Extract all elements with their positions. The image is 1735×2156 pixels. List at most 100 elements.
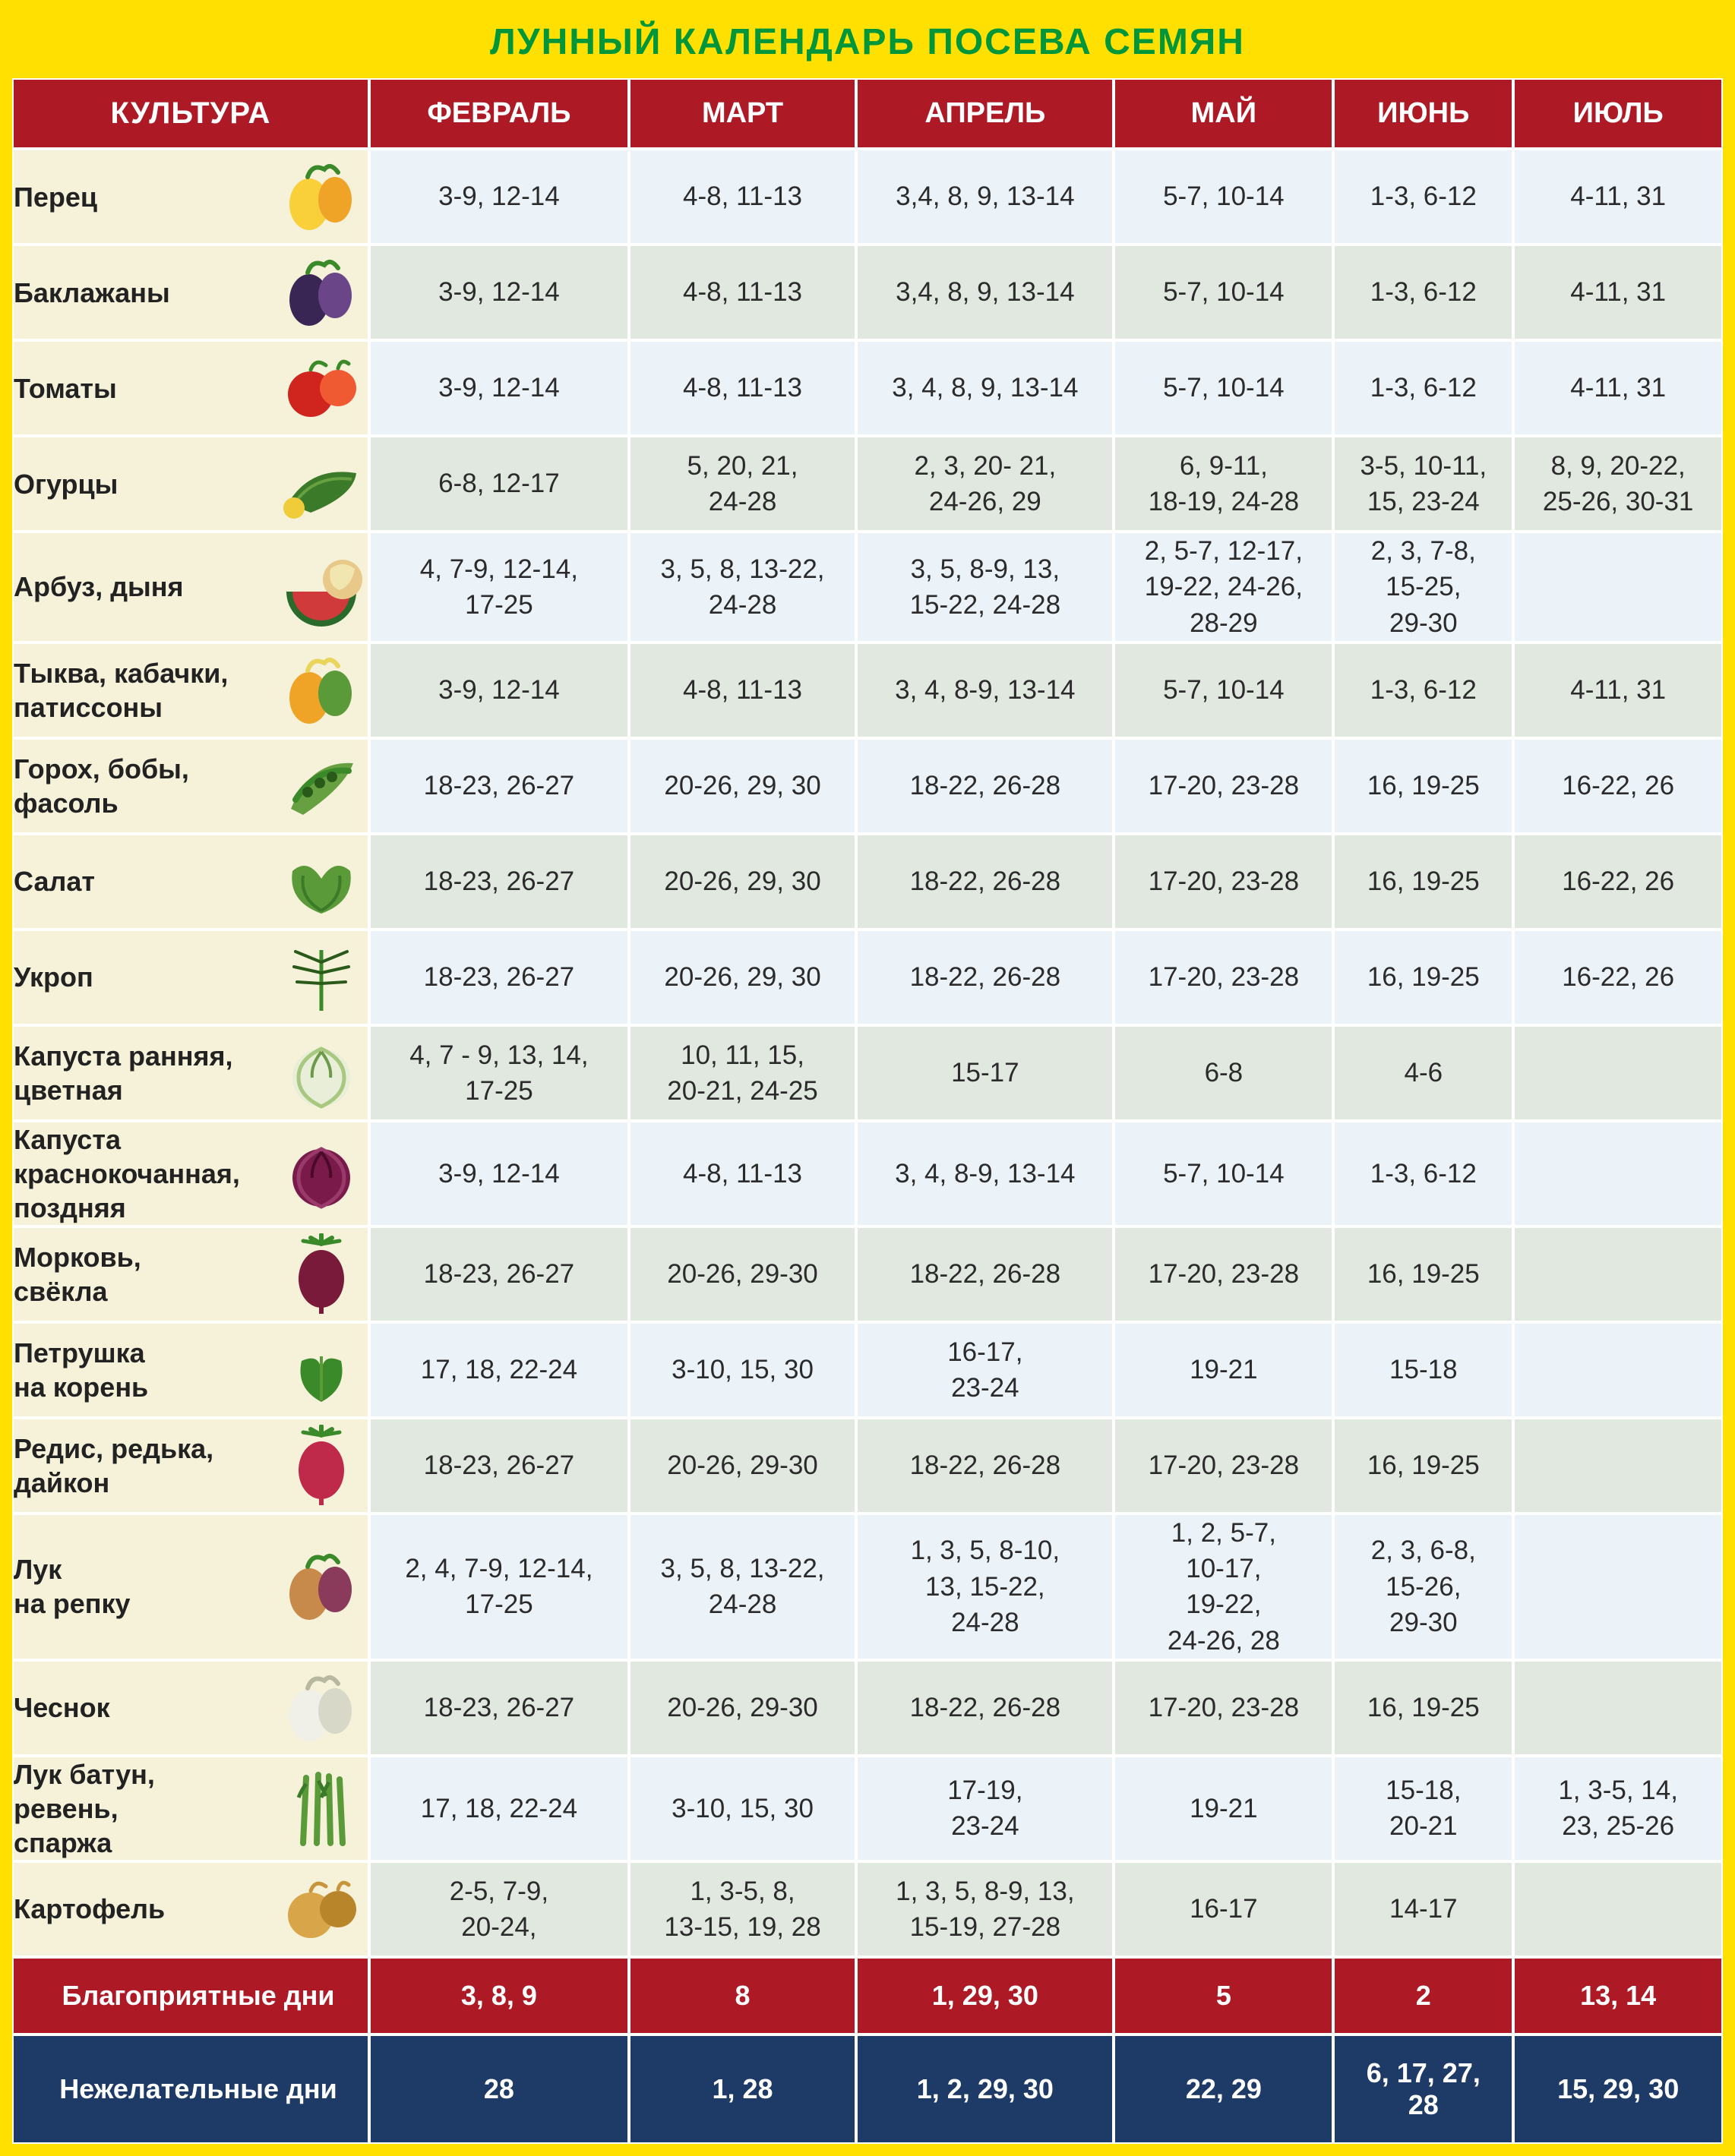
asparagus-icon — [280, 1766, 363, 1850]
date-cell: 20-26, 29-30 — [629, 1226, 856, 1322]
date-cell: 4, 7 - 9, 13, 14, 17-25 — [369, 1025, 629, 1121]
culture-label: Капуста краснокочанная, поздняя — [14, 1122, 240, 1225]
culture-name-cell: Капуста ранняя, цветная — [12, 1025, 369, 1121]
date-cell: 2, 4, 7-9, 12-14, 17-25 — [369, 1514, 629, 1660]
culture-label: Редис, редька, дайкон — [14, 1432, 257, 1500]
table-row: Морковь, свёкла 18-23, 26-2720-26, 29-30… — [12, 1226, 1723, 1322]
table-row: Арбуз, дыня 4, 7-9, 12-14, 17-253, 5, 8,… — [12, 532, 1723, 642]
date-cell: 3, 4, 8-9, 13-14 — [856, 642, 1114, 738]
onion-icon — [280, 1545, 363, 1628]
date-cell: 16-17, 23-24 — [856, 1322, 1114, 1418]
culture-label: Томаты — [14, 371, 117, 406]
date-cell: 3-5, 10-11, 15, 23-24 — [1333, 436, 1513, 532]
pepper-icon — [280, 155, 363, 238]
date-cell: 8, 9, 20-22, 25-26, 30-31 — [1513, 436, 1723, 532]
date-cell: 4-8, 11-13 — [629, 1121, 856, 1226]
parsley-icon — [280, 1328, 363, 1412]
date-cell — [1513, 1025, 1723, 1121]
unfavorable-value: 22, 29 — [1114, 2034, 1333, 2144]
date-cell — [1513, 1861, 1723, 1957]
date-cell: 18-22, 26-28 — [856, 930, 1114, 1025]
date-cell: 3-9, 12-14 — [369, 642, 629, 738]
date-cell: 18-23, 26-27 — [369, 738, 629, 834]
cabbage-white-icon — [280, 1031, 363, 1115]
date-cell: 15-18, 20-21 — [1333, 1756, 1513, 1861]
date-cell: 10, 11, 15, 20-21, 24-25 — [629, 1025, 856, 1121]
culture-label: Картофель — [14, 1892, 165, 1926]
radish-icon — [280, 1424, 363, 1507]
date-cell: 2, 3, 7-8, 15-25, 29-30 — [1333, 532, 1513, 642]
date-cell: 16, 19-25 — [1333, 738, 1513, 834]
favorable-value: 5 — [1114, 1957, 1333, 2034]
culture-label: Арбуз, дыня — [14, 570, 184, 604]
culture-name-cell: Арбуз, дыня — [12, 532, 369, 642]
culture-label: Петрушка на корень — [14, 1336, 148, 1404]
date-cell — [1513, 1418, 1723, 1514]
table-row: Баклажаны 3-9, 12-144-8, 11-133,4, 8, 9,… — [12, 245, 1723, 340]
melon-icon — [280, 545, 363, 629]
culture-name-cell: Морковь, свёкла — [12, 1226, 369, 1322]
date-cell: 6-8, 12-17 — [369, 436, 629, 532]
date-cell: 4-6 — [1333, 1025, 1513, 1121]
date-cell: 16, 19-25 — [1333, 1418, 1513, 1514]
date-cell: 4-8, 11-13 — [629, 245, 856, 340]
date-cell: 1, 3, 5, 8-9, 13, 15-19, 27-28 — [856, 1861, 1114, 1957]
favorable-value: 2 — [1333, 1957, 1513, 2034]
cucumber-icon — [280, 442, 363, 526]
date-cell: 18-22, 26-28 — [856, 1226, 1114, 1322]
date-cell: 4, 7-9, 12-14, 17-25 — [369, 532, 629, 642]
date-cell: 18-23, 26-27 — [369, 1660, 629, 1756]
table-row: Чеснок 18-23, 26-2720-26, 29-3018-22, 26… — [12, 1660, 1723, 1756]
table-row: Картофель 2-5, 7-9, 20-24,1, 3-5, 8, 13-… — [12, 1861, 1723, 1957]
date-cell: 17-20, 23-28 — [1114, 1418, 1333, 1514]
date-cell: 16-22, 26 — [1513, 834, 1723, 930]
date-cell: 4-8, 11-13 — [629, 642, 856, 738]
culture-name-cell: Огурцы — [12, 436, 369, 532]
date-cell: 16-22, 26 — [1513, 930, 1723, 1025]
date-cell: 17-20, 23-28 — [1114, 738, 1333, 834]
date-cell: 5-7, 10-14 — [1114, 642, 1333, 738]
table-head: КУЛЬТУРА ФЕВРАЛЬ МАРТ АПРЕЛЬ МАЙ ИЮНЬ ИЮ… — [12, 78, 1723, 149]
date-cell: 3-9, 12-14 — [369, 245, 629, 340]
date-cell: 16, 19-25 — [1333, 834, 1513, 930]
date-cell: 3, 5, 8, 13-22, 24-28 — [629, 1514, 856, 1660]
date-cell: 16, 19-25 — [1333, 1660, 1513, 1756]
culture-name-cell: Перец — [12, 149, 369, 245]
date-cell: 3, 5, 8-9, 13, 15-22, 24-28 — [856, 532, 1114, 642]
beet-icon — [280, 1233, 363, 1316]
cabbage-red-icon — [280, 1132, 363, 1215]
date-cell: 5, 20, 21, 24-28 — [629, 436, 856, 532]
date-cell: 2, 3, 20- 21, 24-26, 29 — [856, 436, 1114, 532]
date-cell: 4-11, 31 — [1513, 340, 1723, 436]
table-row: Огурцы 6-8, 12-175, 20, 21, 24-282, 3, 2… — [12, 436, 1723, 532]
unfavorable-label: Нежелательные дни — [12, 2034, 369, 2144]
date-cell: 16-17 — [1114, 1861, 1333, 1957]
culture-name-cell: Картофель — [12, 1861, 369, 1957]
unfavorable-value: 1, 28 — [629, 2034, 856, 2144]
date-cell: 2, 5-7, 12-17, 19-22, 24-26, 28-29 — [1114, 532, 1333, 642]
date-cell: 3-9, 12-14 — [369, 1121, 629, 1226]
date-cell: 17-20, 23-28 — [1114, 834, 1333, 930]
table-row: Петрушка на корень 17, 18, 22-243-10, 15… — [12, 1322, 1723, 1418]
date-cell: 3, 4, 8, 9, 13-14 — [856, 340, 1114, 436]
culture-name-cell: Салат — [12, 834, 369, 930]
unfavorable-value: 1, 2, 29, 30 — [856, 2034, 1114, 2144]
date-cell: 18-22, 26-28 — [856, 738, 1114, 834]
squash-icon — [280, 649, 363, 732]
garlic-icon — [280, 1666, 363, 1750]
date-cell — [1513, 532, 1723, 642]
date-cell: 5-7, 10-14 — [1114, 1121, 1333, 1226]
date-cell: 18-22, 26-28 — [856, 1418, 1114, 1514]
favorable-label: Благоприятные дни — [12, 1957, 369, 2034]
culture-name-cell: Тыква, кабачки, патиссоны — [12, 642, 369, 738]
date-cell: 1, 3, 5, 8-10, 13, 15-22, 24-28 — [856, 1514, 1114, 1660]
culture-label: Укроп — [14, 960, 93, 994]
date-cell: 16-22, 26 — [1513, 738, 1723, 834]
date-cell: 3,4, 8, 9, 13-14 — [856, 245, 1114, 340]
table-row: Лук батун, ревень, спаржа 17, 18, 22-243… — [12, 1756, 1723, 1861]
table-row: Капуста краснокочанная, поздняя 3-9, 12-… — [12, 1121, 1723, 1226]
col-header-month-5: ИЮЛЬ — [1513, 78, 1723, 149]
date-cell: 2-5, 7-9, 20-24, — [369, 1861, 629, 1957]
date-cell: 20-26, 29, 30 — [629, 834, 856, 930]
culture-label: Тыква, кабачки, патиссоны — [14, 656, 228, 724]
